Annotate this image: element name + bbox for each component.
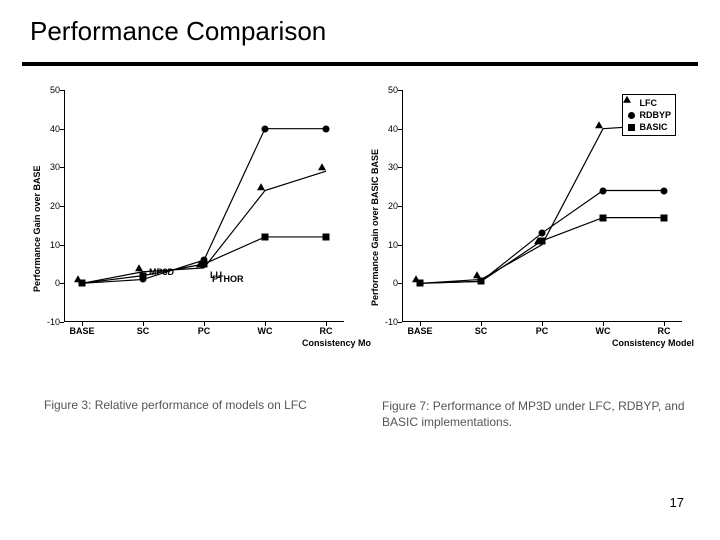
series-marker-mp3d: [323, 125, 330, 132]
series-label: LU: [210, 270, 222, 280]
series-marker-basic: [478, 278, 485, 285]
series-marker-lu: [140, 272, 147, 279]
series-marker-basic: [417, 280, 424, 287]
series-marker-lu: [262, 233, 269, 240]
legend: LFCRDBYPBASIC: [622, 94, 676, 136]
left-chart-svg: [64, 90, 344, 322]
series-marker-basic: [539, 237, 546, 244]
series-marker-lu: [201, 261, 208, 268]
series-marker-pthor: [261, 187, 269, 194]
series-marker-basic: [600, 214, 607, 221]
series-marker-rdbyp: [600, 187, 607, 194]
page-title: Performance Comparison: [30, 16, 326, 47]
legend-label: RDBYP: [639, 109, 671, 121]
legend-item: RDBYP: [627, 109, 671, 121]
left-chart: -1001020304050BASESCPCWCRCMP3DPTHORLU Pe…: [22, 82, 360, 382]
series-marker-basic: [661, 214, 668, 221]
legend-label: BASIC: [639, 121, 667, 133]
series-line-lfc: [420, 125, 664, 284]
series-label: MP3D: [149, 267, 174, 277]
legend-label: LFC: [639, 97, 657, 109]
series-marker-lu: [323, 233, 330, 240]
legend-item: BASIC: [627, 121, 671, 133]
page-number: 17: [670, 495, 684, 510]
horizontal-rule: [22, 62, 698, 66]
charts-row: -1001020304050BASESCPCWCRCMP3DPTHORLU Pe…: [22, 82, 698, 382]
left-caption: Figure 3: Relative performance of models…: [44, 398, 364, 412]
legend-item: LFC: [627, 97, 671, 109]
series-marker-lu: [79, 280, 86, 287]
slide: Performance Comparison -1001020304050BAS…: [0, 0, 720, 540]
right-chart: -1001020304050BASESCPCWCRCLFCRDBYPBASIC …: [360, 82, 698, 382]
right-caption: Figure 7: Performance of MP3D under LFC,…: [382, 398, 696, 430]
series-marker-rdbyp: [661, 187, 668, 194]
x-axis-label: Consistency Model: [612, 338, 694, 348]
y-axis-label: Performance Gain over BASIC BASE: [370, 149, 380, 306]
series-marker-rdbyp: [539, 230, 546, 237]
series-marker-mp3d: [262, 125, 269, 132]
series-line-basic: [420, 218, 664, 284]
series-marker-lfc: [599, 125, 607, 132]
y-axis-label: Performance Gain over BASE: [32, 165, 42, 292]
series-marker-pthor: [322, 168, 330, 175]
